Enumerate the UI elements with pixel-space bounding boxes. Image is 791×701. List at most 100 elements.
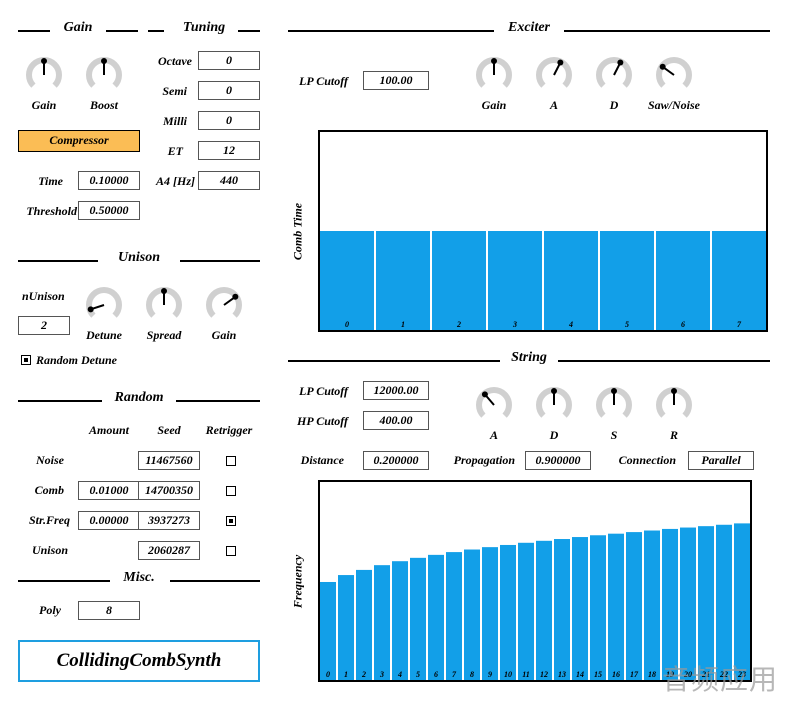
comb-time-bar-editor[interactable]: 0 1 2 3 4 5 6 7 — [318, 130, 768, 332]
strfreq-seed-field[interactable]: 3937273 — [138, 511, 200, 530]
knob-graphic — [146, 287, 182, 318]
exciter-section-header: Exciter — [288, 20, 770, 40]
frequency-bar[interactable] — [338, 575, 354, 680]
comb-time-bar[interactable] — [376, 231, 430, 330]
semi-field[interactable]: 0 — [198, 81, 260, 100]
exciter-lp-field[interactable]: 100.00 — [363, 71, 429, 90]
frequency-bar[interactable] — [410, 557, 426, 680]
distance-field[interactable]: 0.200000 — [363, 451, 429, 470]
milli-field[interactable]: 0 — [198, 111, 260, 130]
unison-section-title: Unison — [117, 250, 161, 265]
frequency-bar[interactable] — [320, 581, 336, 680]
string-decay-knob[interactable] — [534, 385, 574, 425]
saw-noise-knob[interactable] — [654, 55, 694, 95]
octave-field[interactable]: 0 — [198, 51, 260, 70]
knob-pointer-tip — [481, 391, 488, 398]
propagation-field[interactable]: 0.900000 — [525, 451, 591, 470]
exciter-gain-knob[interactable] — [474, 55, 514, 95]
gain-knob[interactable] — [24, 55, 64, 95]
poly-field[interactable]: 8 — [78, 601, 140, 620]
knob-graphic — [476, 57, 512, 88]
string-sustain-knob[interactable] — [594, 385, 634, 425]
frequency-chart[interactable]: 0 1 2 3 4 5 6 7 8 9 10 11 12 13 14 15 16 17 18 19 20 21 22 23 — [320, 482, 750, 680]
comb-time-chart[interactable]: 0 1 2 3 4 5 6 7 — [320, 132, 766, 330]
frequency-bar[interactable] — [536, 540, 552, 680]
knob-graphic — [596, 387, 632, 418]
string-attack-knob[interactable] — [474, 385, 514, 425]
frequency-bar[interactable] — [608, 533, 624, 680]
frequency-bar[interactable] — [716, 524, 732, 680]
frequency-bar[interactable] — [590, 535, 606, 680]
gain-knob-label: Gain — [31, 98, 57, 112]
frequency-bar[interactable] — [644, 530, 660, 680]
strfreq-retrigger-checkbox[interactable] — [226, 516, 236, 526]
comb-amount-field[interactable]: 0.01000 — [78, 481, 140, 500]
frequency-bar[interactable] — [698, 526, 714, 680]
frequency-axis-label: Frequency — [290, 554, 305, 609]
frequency-bar[interactable] — [518, 542, 534, 680]
frequency-bar[interactable] — [356, 569, 372, 680]
comb-time-bar[interactable] — [712, 231, 766, 330]
comb-time-bar[interactable] — [432, 231, 486, 330]
compressor-toggle-button[interactable]: Compressor — [18, 130, 140, 152]
unison-gain-knob[interactable] — [204, 285, 244, 325]
frequency-bar[interactable] — [464, 549, 480, 680]
detune-knob[interactable] — [84, 285, 124, 325]
nunison-field[interactable]: 2 — [18, 316, 70, 335]
frequency-bar-editor[interactable]: 0 1 2 3 4 5 6 7 8 9 10 11 12 13 14 15 16 17 18 19 20 21 22 23 — [318, 480, 752, 682]
noise-retrigger-checkbox[interactable] — [226, 456, 236, 466]
comb-time-tick-label: 5 — [625, 320, 629, 329]
frequency-bar[interactable] — [662, 528, 678, 680]
frequency-bar[interactable] — [500, 544, 516, 680]
time-field[interactable]: 0.10000 — [78, 171, 140, 190]
comb-seed-field[interactable]: 14700350 — [138, 481, 200, 500]
string-section-title: String — [511, 350, 547, 365]
frequency-bar[interactable] — [374, 565, 390, 680]
unison-retrigger-checkbox[interactable] — [226, 546, 236, 556]
comb-time-bar[interactable] — [488, 231, 542, 330]
frequency-tick-label: 15 — [594, 670, 602, 679]
frequency-bar[interactable] — [626, 532, 642, 680]
frequency-bar[interactable] — [482, 547, 498, 680]
strfreq-amount-field[interactable]: 0.00000 — [78, 511, 140, 530]
string-release-knob[interactable] — [654, 385, 694, 425]
frequency-bar[interactable] — [572, 537, 588, 680]
frequency-tick-label: 21 — [701, 670, 710, 679]
string-lp-field[interactable]: 12000.00 — [363, 381, 429, 400]
spread-knob[interactable] — [144, 285, 184, 325]
knob-track — [536, 57, 572, 88]
app-name-button[interactable]: CollidingCombSynth — [18, 640, 260, 682]
frequency-bar[interactable] — [734, 523, 750, 680]
knob-track — [596, 57, 632, 88]
exciter-decay-knob[interactable] — [594, 55, 634, 95]
threshold-field[interactable]: 0.50000 — [78, 201, 140, 220]
frequency-tick-label: 12 — [540, 670, 548, 679]
detune-knob-label: Detune — [86, 328, 122, 342]
knob-pointer-tip — [617, 59, 624, 66]
string-decay-label: D — [549, 428, 559, 442]
unison-seed-field[interactable]: 2060287 — [138, 541, 200, 560]
frequency-bar[interactable] — [428, 554, 444, 680]
boost-knob[interactable] — [84, 55, 124, 95]
comb-time-bar[interactable] — [544, 231, 598, 330]
comb-time-bar[interactable] — [600, 231, 654, 330]
random-row-label-noise: Noise — [36, 453, 64, 467]
comb-retrigger-checkbox[interactable] — [226, 486, 236, 496]
comb-time-tick-label: 7 — [737, 320, 742, 329]
frequency-bar[interactable] — [554, 539, 570, 680]
et-field[interactable]: 12 — [198, 141, 260, 160]
frequency-bar[interactable] — [446, 552, 462, 680]
string-hp-field[interactable]: 400.00 — [363, 411, 429, 430]
connection-select[interactable]: Parallel — [688, 451, 754, 470]
knob-pointer-tip — [232, 293, 239, 300]
frequency-bar[interactable] — [392, 561, 408, 680]
frequency-bar[interactable] — [680, 527, 696, 680]
comb-time-bar[interactable] — [656, 231, 710, 330]
frequency-tick-label: 16 — [612, 670, 620, 679]
frequency-tick-label: 23 — [737, 670, 746, 679]
comb-time-bar[interactable] — [320, 231, 374, 330]
random-detune-checkbox[interactable] — [21, 355, 31, 365]
exciter-attack-knob[interactable] — [534, 55, 574, 95]
a4-field[interactable]: 440 — [198, 171, 260, 190]
noise-seed-field[interactable]: 11467560 — [138, 451, 200, 470]
